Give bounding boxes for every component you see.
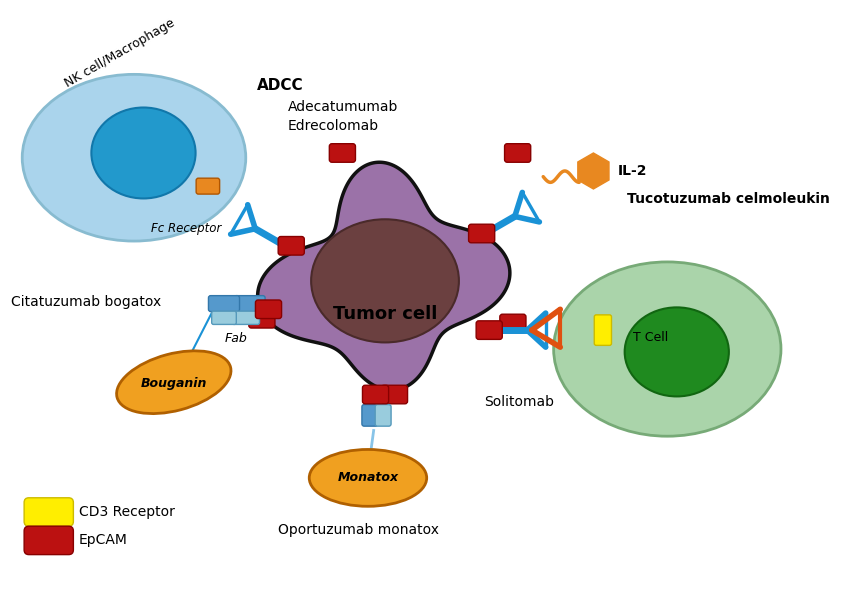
Text: Fc Receptor: Fc Receptor	[151, 222, 221, 235]
FancyBboxPatch shape	[362, 385, 388, 404]
FancyBboxPatch shape	[500, 314, 526, 333]
FancyBboxPatch shape	[594, 315, 612, 345]
Text: Monatox: Monatox	[337, 472, 399, 485]
FancyBboxPatch shape	[212, 311, 236, 324]
FancyBboxPatch shape	[232, 311, 260, 324]
FancyBboxPatch shape	[208, 296, 240, 311]
Text: Tumor cell: Tumor cell	[333, 305, 437, 323]
Text: Tucotuzumab celmoleukin: Tucotuzumab celmoleukin	[626, 193, 830, 206]
Text: NK cell/Macrophage: NK cell/Macrophage	[62, 16, 177, 89]
Ellipse shape	[117, 351, 231, 414]
Ellipse shape	[311, 219, 459, 342]
Text: Fab: Fab	[225, 332, 247, 345]
Text: EpCAM: EpCAM	[79, 534, 128, 547]
FancyBboxPatch shape	[196, 178, 220, 194]
FancyBboxPatch shape	[24, 498, 74, 526]
FancyBboxPatch shape	[24, 526, 74, 554]
Ellipse shape	[554, 262, 781, 436]
FancyBboxPatch shape	[279, 236, 304, 255]
Ellipse shape	[625, 307, 729, 397]
Text: Edrecolomab: Edrecolomab	[287, 119, 379, 133]
Text: Citatuzumab bogatox: Citatuzumab bogatox	[11, 295, 161, 309]
FancyBboxPatch shape	[249, 310, 275, 328]
Ellipse shape	[22, 74, 246, 241]
FancyBboxPatch shape	[330, 144, 356, 163]
Text: Adecatumumab: Adecatumumab	[287, 100, 398, 114]
FancyBboxPatch shape	[375, 405, 391, 426]
FancyBboxPatch shape	[234, 296, 265, 311]
Ellipse shape	[310, 450, 426, 506]
Text: IL-2: IL-2	[618, 164, 648, 178]
FancyBboxPatch shape	[362, 405, 378, 426]
Text: Solitomab: Solitomab	[484, 395, 554, 408]
FancyBboxPatch shape	[476, 321, 503, 339]
FancyBboxPatch shape	[504, 144, 531, 163]
Polygon shape	[258, 163, 509, 390]
FancyBboxPatch shape	[381, 385, 407, 404]
Text: CD3 Receptor: CD3 Receptor	[79, 505, 175, 519]
Text: Bouganin: Bouganin	[141, 376, 207, 389]
Ellipse shape	[92, 108, 195, 199]
FancyBboxPatch shape	[255, 300, 282, 319]
Text: T Cell: T Cell	[632, 331, 668, 344]
Text: Oportuzumab monatox: Oportuzumab monatox	[278, 524, 439, 537]
Text: ADCC: ADCC	[257, 78, 304, 93]
FancyBboxPatch shape	[469, 224, 495, 243]
